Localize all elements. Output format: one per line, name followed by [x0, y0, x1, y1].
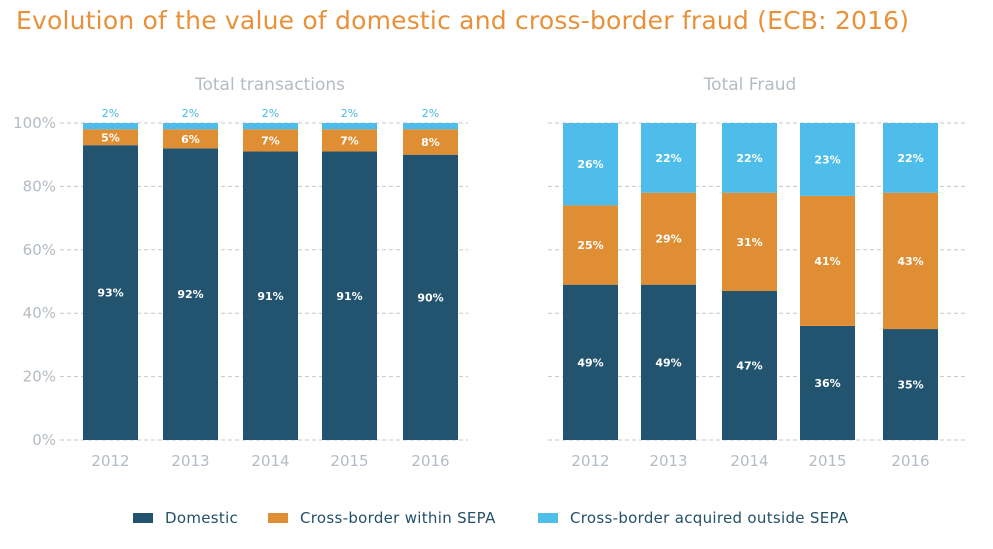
y-tick-label: 100% [13, 114, 56, 132]
data-label: 22% [897, 152, 923, 165]
data-label: 2% [341, 107, 358, 120]
bar-segment-domestic [641, 284, 696, 440]
data-label: 5% [101, 131, 120, 144]
data-label: 7% [261, 134, 280, 147]
data-label: 22% [736, 152, 762, 165]
data-label: 93% [97, 287, 123, 300]
bar-segment-cross-border-within-sepa [83, 129, 138, 146]
legend-swatch-within-sepa [268, 513, 288, 523]
chart-title: Evolution of the value of domestic and c… [16, 6, 910, 35]
y-tick-label: 60% [23, 241, 56, 259]
bar-segment-domestic [563, 284, 618, 440]
x-tick-label: 2016 [891, 452, 929, 470]
data-label: 23% [814, 153, 840, 166]
bar-segment-cross-border-within-sepa [163, 129, 218, 149]
x-tick-label: 2014 [730, 452, 768, 470]
bar-segment-domestic [403, 154, 458, 440]
x-tick-label: 2013 [649, 452, 687, 470]
bar-segment-cross-border-acquired-outside-sepa [641, 123, 696, 193]
legend-label-within-sepa: Cross-border within SEPA [300, 509, 496, 527]
bar-segment-domestic [800, 325, 855, 440]
data-label: 35% [897, 379, 923, 392]
panel-title: Total transactions [194, 75, 345, 95]
legend: Domestic Cross-border within SEPA Cross-… [0, 509, 993, 533]
bar-segment-cross-border-acquired-outside-sepa [563, 123, 618, 206]
data-label: 90% [417, 291, 443, 304]
data-label: 31% [736, 236, 762, 249]
data-label: 25% [577, 239, 603, 252]
x-tick-label: 2016 [411, 452, 449, 470]
data-label: 7% [340, 134, 359, 147]
x-tick-label: 2013 [171, 452, 209, 470]
data-label: 2% [262, 107, 279, 120]
bar-segment-cross-border-within-sepa [722, 192, 777, 292]
stacked-bar-charts: 0% 20% 40% 60% 80% 100% Total transactions 93% 5… [13, 75, 968, 470]
bar-segment-cross-border-within-sepa [563, 205, 618, 285]
data-label: 6% [181, 133, 200, 146]
y-tick-label: 40% [23, 304, 56, 322]
data-label: 8% [421, 136, 440, 149]
x-tick-label: 2015 [330, 452, 368, 470]
x-tick-label: 2014 [251, 452, 289, 470]
bar-segment-domestic [322, 151, 377, 440]
bar-segment-domestic [883, 329, 938, 440]
panel-title: Total Fraud [703, 75, 797, 95]
data-label: 49% [655, 356, 681, 369]
legend-item-outside-sepa: Cross-border acquired outside SEPA [538, 509, 848, 527]
bar-segment-cross-border-acquired-outside-sepa [322, 123, 377, 130]
bar-segment-cross-border-within-sepa [883, 192, 938, 330]
bar-segment-domestic [243, 151, 298, 440]
bar-segment-domestic [722, 291, 777, 440]
data-label: 36% [814, 377, 840, 390]
data-label: 22% [655, 152, 681, 165]
bar-segment-domestic [83, 145, 138, 440]
data-label: 47% [736, 360, 762, 373]
legend-item-within-sepa: Cross-border within SEPA [268, 509, 496, 527]
bar-segment-cross-border-acquired-outside-sepa [243, 123, 298, 130]
y-tick-label: 20% [23, 368, 56, 386]
data-label: 26% [577, 158, 603, 171]
bar-segment-cross-border-acquired-outside-sepa [403, 123, 458, 130]
data-label: 92% [177, 288, 203, 301]
bar-segment-cross-border-acquired-outside-sepa [163, 123, 218, 130]
bar-segment-cross-border-acquired-outside-sepa [722, 123, 777, 193]
bar-segment-cross-border-within-sepa [322, 129, 377, 152]
bar-segment-cross-border-acquired-outside-sepa [83, 123, 138, 130]
data-label: 43% [897, 255, 923, 268]
data-label: 2% [182, 107, 199, 120]
legend-swatch-domestic [133, 513, 153, 523]
data-label: 91% [336, 290, 362, 303]
bar-segment-cross-border-within-sepa [243, 129, 298, 152]
x-tick-label: 2015 [808, 452, 846, 470]
data-label: 41% [814, 255, 840, 268]
x-tick-label: 2012 [571, 452, 609, 470]
y-tick-label: 80% [23, 177, 56, 195]
y-tick-label: 0% [32, 431, 56, 449]
legend-label-outside-sepa: Cross-border acquired outside SEPA [570, 509, 849, 527]
bar-segment-cross-border-acquired-outside-sepa [883, 123, 938, 193]
data-label: 49% [577, 356, 603, 369]
legend-swatch-outside-sepa [538, 513, 558, 523]
bar-segment-cross-border-within-sepa [641, 192, 696, 285]
bar-segment-cross-border-acquired-outside-sepa [800, 123, 855, 196]
legend-item-domestic: Domestic [133, 509, 238, 527]
bar-segment-domestic [163, 148, 218, 441]
data-label: 29% [655, 233, 681, 246]
data-label: 91% [257, 290, 283, 303]
data-label: 2% [422, 107, 439, 120]
legend-label-domestic: Domestic [165, 509, 239, 527]
x-tick-label: 2012 [91, 452, 129, 470]
bar-segment-cross-border-within-sepa [800, 195, 855, 326]
data-label: 2% [102, 107, 119, 120]
bar-segment-cross-border-within-sepa [403, 129, 458, 155]
